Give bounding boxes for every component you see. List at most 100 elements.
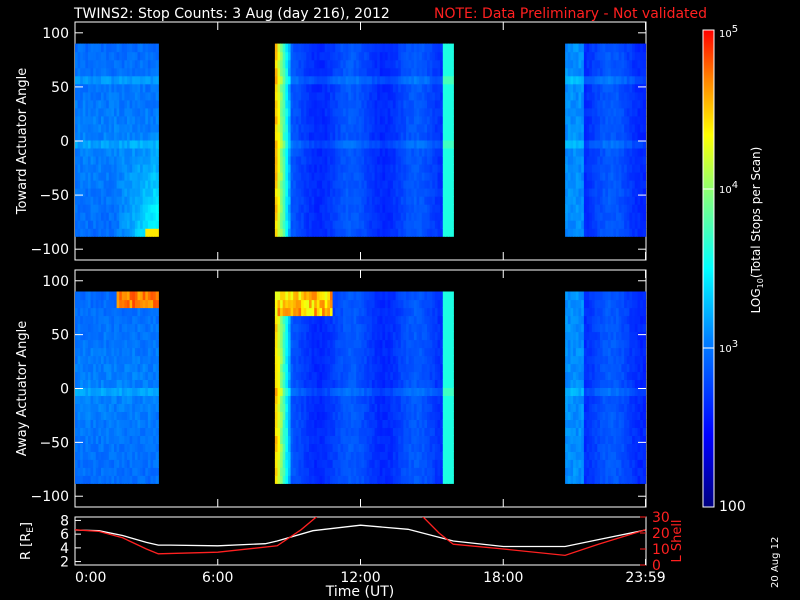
heatmap-cell — [432, 188, 436, 197]
heatmap-cell — [295, 180, 299, 189]
heatmap-cell — [155, 139, 159, 149]
heatmap-cell — [427, 204, 431, 213]
heatmap-cell — [448, 123, 452, 133]
heatmap-cell — [274, 323, 279, 333]
heatmap-cell — [392, 43, 397, 53]
heatmap-cell — [150, 371, 154, 380]
heatmap-cell — [290, 411, 294, 420]
heatmap-cell — [450, 83, 454, 93]
heatmap-cell — [403, 123, 407, 133]
heatmap-cell — [311, 164, 315, 173]
heatmap-cell — [400, 212, 404, 221]
heatmap-cell — [77, 164, 81, 173]
heatmap-cell — [82, 212, 86, 221]
heatmap-cell — [335, 419, 339, 428]
heatmap-cell — [309, 291, 313, 301]
heatmap-cell — [390, 403, 394, 412]
heatmap-cell — [293, 228, 297, 237]
heatmap-cell — [88, 459, 92, 468]
heatmap-cell — [578, 180, 582, 189]
heatmap-cell — [385, 395, 389, 404]
heatmap-cell — [103, 75, 107, 85]
heatmap-cell — [295, 379, 299, 388]
heatmap-cell — [366, 427, 370, 436]
heatmap-cell — [392, 188, 397, 197]
heatmap-cell — [445, 204, 449, 213]
heatmap-cell — [314, 107, 318, 117]
heatmap-cell — [364, 59, 368, 69]
heatmap-cell — [124, 331, 128, 341]
heatmap-cell — [335, 307, 339, 317]
heatmap-cell — [634, 107, 639, 117]
heatmap-cell — [350, 196, 355, 205]
heatmap-cell — [610, 147, 614, 157]
heatmap-cell — [390, 475, 394, 484]
heatmap-cell — [616, 67, 620, 77]
heatmap-cell — [127, 299, 131, 309]
heatmap-cell — [567, 83, 572, 93]
heatmap-cell — [101, 91, 105, 101]
heatmap-cell — [142, 459, 146, 468]
heatmap-cell — [316, 188, 320, 197]
heatmap-cell — [445, 51, 449, 61]
heatmap-cell — [114, 331, 118, 341]
heatmap-cell — [116, 475, 120, 484]
heatmap-cell — [379, 475, 383, 484]
heatmap-cell — [280, 172, 284, 181]
heatmap-cell — [288, 196, 292, 205]
heatmap-cell — [377, 67, 381, 77]
heatmap-cell — [108, 131, 112, 141]
heatmap-cell — [145, 395, 149, 404]
heatmap-cell — [80, 196, 84, 205]
heatmap-cell — [335, 403, 339, 412]
heatmap-cell — [137, 467, 141, 476]
heatmap-cell — [374, 59, 378, 69]
heatmap-cell — [424, 188, 428, 197]
heatmap-cell — [124, 419, 128, 428]
heatmap-cell — [111, 147, 115, 157]
heatmap-cell — [403, 147, 407, 157]
heatmap-cell — [150, 403, 154, 412]
heatmap-cell — [119, 83, 123, 93]
heatmap-cell — [434, 204, 439, 213]
heatmap-cell — [93, 228, 97, 237]
heatmap-cell — [285, 403, 289, 412]
heatmap-cell — [88, 307, 92, 317]
heatmap-cell — [387, 355, 391, 365]
heatmap-cell — [82, 107, 86, 117]
heatmap-cell — [361, 443, 365, 452]
heatmap-cell — [309, 164, 313, 173]
heatmap-cell — [124, 212, 128, 221]
heatmap-cell — [319, 75, 323, 85]
heatmap-cell — [356, 411, 360, 420]
heatmap-cell — [140, 172, 144, 181]
heatmap-cell — [348, 75, 352, 85]
heatmap-cell — [101, 459, 105, 468]
heatmap-cell — [434, 172, 439, 181]
heatmap-cell — [150, 419, 154, 428]
heatmap-cell — [377, 419, 381, 428]
heatmap-cell — [392, 228, 397, 237]
heatmap-cell — [121, 91, 125, 101]
heatmap-cell — [567, 131, 572, 141]
heatmap-cell — [137, 59, 141, 69]
heatmap-cell — [335, 67, 339, 77]
heatmap-cell — [77, 419, 81, 428]
heatmap-cell — [621, 188, 625, 197]
heatmap-cell — [640, 59, 644, 69]
heatmap-cell — [285, 315, 289, 325]
heatmap-cell — [358, 51, 362, 61]
heatmap-cell — [605, 188, 609, 197]
heatmap-cell — [353, 475, 357, 484]
heatmap-cell — [369, 107, 373, 117]
heatmap-cell — [432, 180, 436, 189]
heatmap-cell — [332, 123, 336, 133]
heatmap-cell — [75, 475, 79, 484]
heatmap-cell — [121, 331, 125, 341]
heatmap-cell — [366, 467, 370, 476]
heatmap-cell — [642, 204, 647, 213]
heatmap-cell — [424, 204, 428, 213]
heatmap-cell — [358, 395, 362, 404]
heatmap-cell — [416, 196, 420, 205]
heatmap-cell — [75, 451, 79, 460]
